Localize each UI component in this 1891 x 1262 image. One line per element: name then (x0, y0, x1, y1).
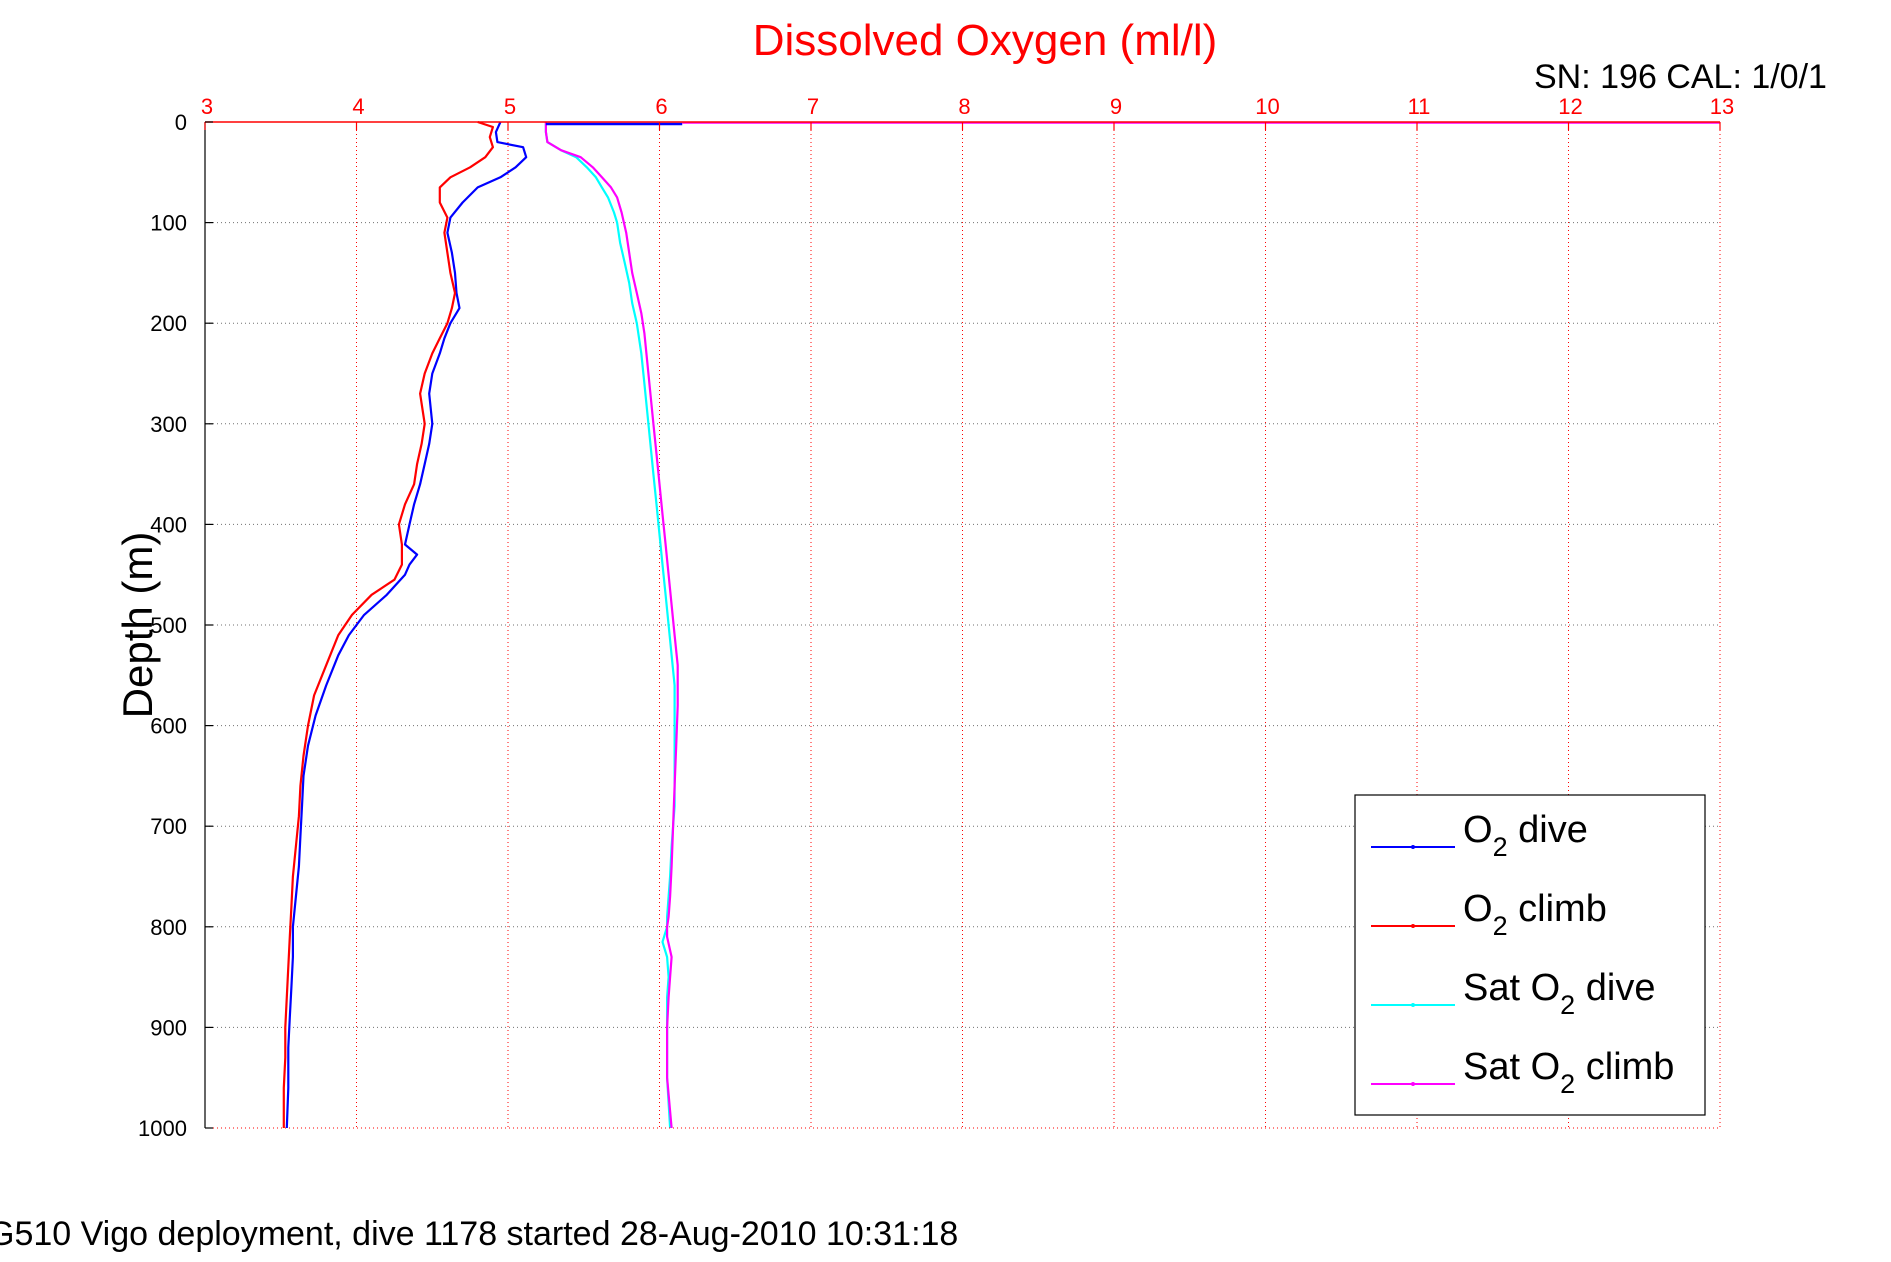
legend-label-main: O (1463, 809, 1493, 851)
legend-entry-label: O2 climb (1463, 888, 1607, 941)
legend-marker (1411, 924, 1415, 928)
x-tick-label: 8 (958, 94, 970, 119)
legend-entry-label: Sat O2 dive (1463, 967, 1655, 1020)
y-tick-label: 900 (150, 1015, 187, 1040)
x-tick-label: 9 (1110, 94, 1122, 119)
legend-label-main: O (1463, 888, 1493, 930)
legend-label-main: Sat O (1463, 967, 1560, 1009)
series-line-o2-dive (285, 121, 528, 1129)
legend-label-tail: dive (1575, 967, 1655, 1009)
x-tick-label: 4 (352, 94, 364, 119)
y-tick-label: 1000 (138, 1116, 187, 1141)
legend-label-tail: climb (1575, 1046, 1674, 1088)
y-tick-label: 600 (150, 714, 187, 739)
x-tick-label: 5 (504, 94, 516, 119)
chart-footer: G510 Vigo deployment, dive 1178 started … (0, 1215, 958, 1253)
y-tick-label: 200 (150, 311, 187, 336)
chart-title: Dissolved Oxygen (ml/l) (753, 16, 1218, 65)
legend-marker (1411, 1003, 1415, 1007)
y-tick-label: 0 (175, 110, 187, 135)
y-tick-label: 300 (150, 412, 187, 437)
legend-entry-label: Sat O2 climb (1463, 1046, 1674, 1099)
axes: 3 4 5 6 7 8 9 10 11 12 13 0 100 200 300 400 500 600 700 800… (138, 94, 1734, 1141)
legend-marker (1411, 845, 1415, 849)
legend-label-main: Sat O (1463, 1046, 1560, 1088)
y-tick-label: 500 (150, 613, 187, 638)
chart-subtitle: SN: 196 CAL: 1/0/1 (1534, 58, 1827, 96)
y-tick-label: 700 (150, 814, 187, 839)
legend-label-subscript: 2 (1560, 990, 1575, 1020)
x-tick-label: 10 (1255, 94, 1279, 119)
y-tick-label: 100 (150, 211, 187, 236)
series-line-sat-o2-climb (544, 122, 679, 1129)
y-tick-label: 400 (150, 512, 187, 537)
legend-label-subscript: 2 (1493, 911, 1508, 941)
series-line-o2-climb (282, 120, 494, 1128)
legend-label-subscript: 2 (1493, 832, 1508, 862)
x-tick-label: 13 (1710, 94, 1734, 119)
legend-label-tail: dive (1508, 809, 1588, 851)
x-tick-label: 7 (807, 94, 819, 119)
x-tick-label: 12 (1558, 94, 1582, 119)
legend-label-subscript: 2 (1560, 1069, 1575, 1099)
legend-label-tail: climb (1508, 888, 1607, 930)
y-axis-label: Depth (m) (114, 532, 161, 719)
y-tick-label: 800 (150, 915, 187, 940)
data-series (282, 120, 1720, 1129)
x-tick-label: 11 (1408, 94, 1431, 119)
legend-entry-label: O2 dive (1463, 809, 1588, 862)
legend-marker (1411, 1082, 1415, 1086)
x-tick-label: 3 (201, 94, 213, 119)
x-tick-label: 6 (655, 94, 667, 119)
